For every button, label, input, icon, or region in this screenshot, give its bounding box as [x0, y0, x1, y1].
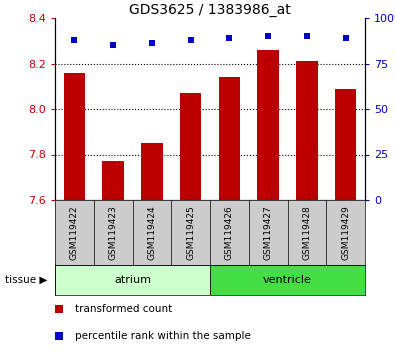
Text: GSM119424: GSM119424: [147, 205, 156, 260]
Text: GSM119423: GSM119423: [109, 205, 118, 260]
Bar: [258, 50, 279, 200]
Bar: [219, 77, 240, 200]
Text: ventricle: ventricle: [263, 275, 312, 285]
Bar: [210, 265, 365, 295]
Text: GSM119426: GSM119426: [225, 205, 234, 260]
Text: GSM119427: GSM119427: [263, 205, 273, 260]
Text: GSM119428: GSM119428: [303, 205, 311, 260]
Text: atrium: atrium: [114, 275, 151, 285]
Text: tissue ▶: tissue ▶: [5, 275, 47, 285]
Bar: [64, 73, 85, 200]
Text: GSM119422: GSM119422: [70, 205, 79, 260]
Title: GDS3625 / 1383986_at: GDS3625 / 1383986_at: [129, 3, 291, 17]
Bar: [335, 88, 356, 200]
Text: transformed count: transformed count: [75, 304, 172, 314]
Bar: [180, 93, 201, 200]
Bar: [296, 61, 318, 200]
Bar: [141, 143, 162, 200]
Text: percentile rank within the sample: percentile rank within the sample: [75, 331, 251, 341]
Bar: [102, 161, 124, 200]
Text: GSM119425: GSM119425: [186, 205, 195, 260]
Text: GSM119429: GSM119429: [341, 205, 350, 260]
Bar: [55, 265, 210, 295]
